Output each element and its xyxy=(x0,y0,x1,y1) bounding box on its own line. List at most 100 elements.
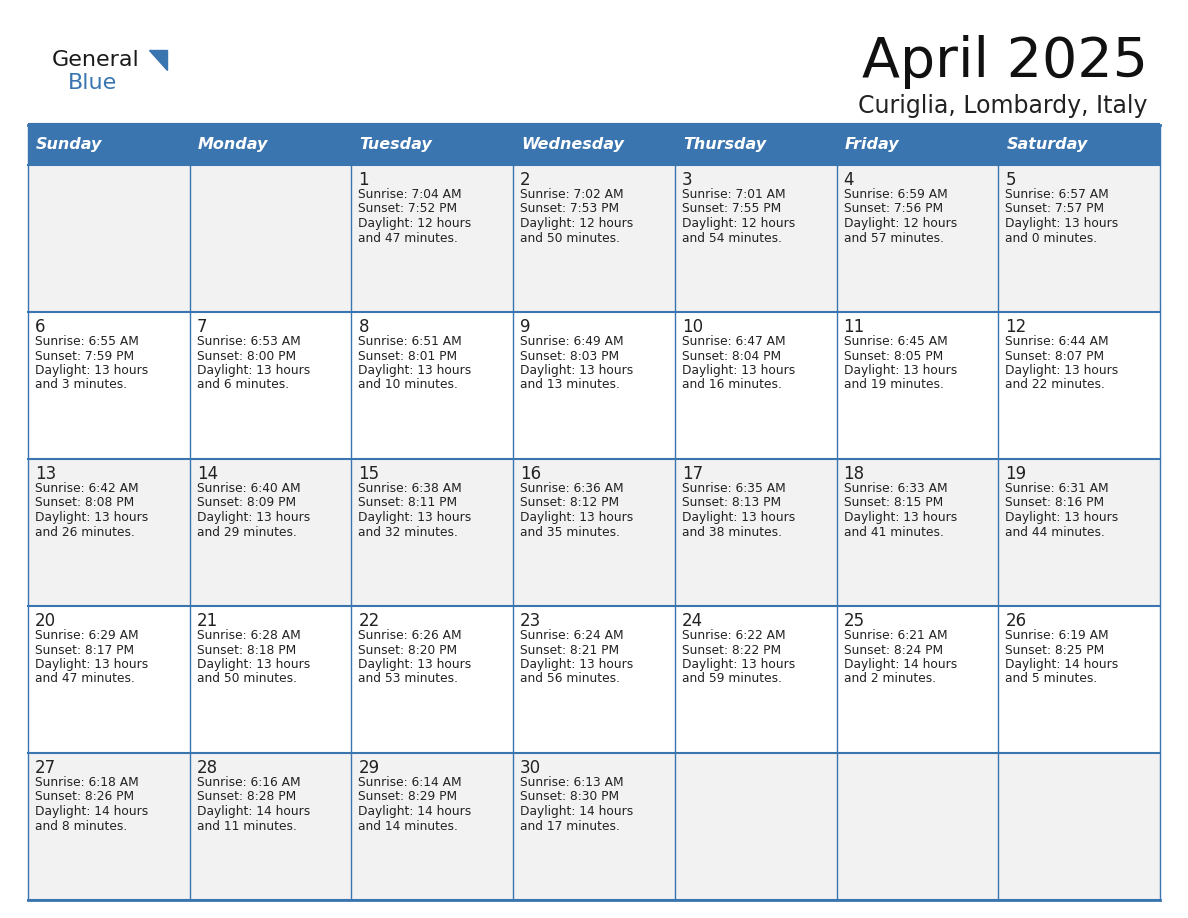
Text: 18: 18 xyxy=(843,465,865,483)
Text: Sunset: 8:18 PM: Sunset: 8:18 PM xyxy=(197,644,296,656)
Text: Daylight: 12 hours: Daylight: 12 hours xyxy=(359,217,472,230)
Text: Thursday: Thursday xyxy=(683,138,766,152)
Text: and 50 minutes.: and 50 minutes. xyxy=(197,673,297,686)
Text: Daylight: 13 hours: Daylight: 13 hours xyxy=(34,364,148,377)
Text: Sunrise: 6:21 AM: Sunrise: 6:21 AM xyxy=(843,629,947,642)
Text: Sunset: 8:20 PM: Sunset: 8:20 PM xyxy=(359,644,457,656)
Text: April 2025: April 2025 xyxy=(862,35,1148,89)
Text: Daylight: 14 hours: Daylight: 14 hours xyxy=(1005,658,1119,671)
Text: Daylight: 13 hours: Daylight: 13 hours xyxy=(1005,511,1119,524)
Text: Daylight: 13 hours: Daylight: 13 hours xyxy=(682,511,795,524)
Bar xyxy=(29,606,1159,753)
Text: Tuesday: Tuesday xyxy=(360,138,432,152)
Text: 14: 14 xyxy=(197,465,217,483)
Text: 19: 19 xyxy=(1005,465,1026,483)
Text: Sunrise: 6:49 AM: Sunrise: 6:49 AM xyxy=(520,335,624,348)
Text: Sunrise: 6:26 AM: Sunrise: 6:26 AM xyxy=(359,629,462,642)
Text: Sunrise: 6:45 AM: Sunrise: 6:45 AM xyxy=(843,335,947,348)
Text: and 57 minutes.: and 57 minutes. xyxy=(843,231,943,244)
Text: Sunset: 7:55 PM: Sunset: 7:55 PM xyxy=(682,203,781,216)
Text: and 0 minutes.: and 0 minutes. xyxy=(1005,231,1098,244)
Text: 15: 15 xyxy=(359,465,379,483)
Text: Daylight: 13 hours: Daylight: 13 hours xyxy=(197,658,310,671)
Text: Sunset: 8:21 PM: Sunset: 8:21 PM xyxy=(520,644,619,656)
Text: Daylight: 14 hours: Daylight: 14 hours xyxy=(843,658,956,671)
Text: and 6 minutes.: and 6 minutes. xyxy=(197,378,289,391)
Text: Daylight: 12 hours: Daylight: 12 hours xyxy=(520,217,633,230)
Text: and 14 minutes.: and 14 minutes. xyxy=(359,820,459,833)
Text: Sunrise: 7:02 AM: Sunrise: 7:02 AM xyxy=(520,188,624,201)
Text: and 3 minutes.: and 3 minutes. xyxy=(34,378,127,391)
Text: Curiglia, Lombardy, Italy: Curiglia, Lombardy, Italy xyxy=(859,94,1148,118)
Text: Sunset: 8:16 PM: Sunset: 8:16 PM xyxy=(1005,497,1105,509)
Text: Sunset: 8:26 PM: Sunset: 8:26 PM xyxy=(34,790,134,803)
Text: Sunset: 8:12 PM: Sunset: 8:12 PM xyxy=(520,497,619,509)
Text: Daylight: 14 hours: Daylight: 14 hours xyxy=(359,805,472,818)
Text: General: General xyxy=(52,50,140,70)
Text: Sunrise: 6:18 AM: Sunrise: 6:18 AM xyxy=(34,776,139,789)
Text: Sunset: 8:13 PM: Sunset: 8:13 PM xyxy=(682,497,781,509)
Text: Sunset: 7:57 PM: Sunset: 7:57 PM xyxy=(1005,203,1105,216)
Text: and 11 minutes.: and 11 minutes. xyxy=(197,820,297,833)
Text: Sunset: 7:52 PM: Sunset: 7:52 PM xyxy=(359,203,457,216)
Text: 8: 8 xyxy=(359,318,369,336)
Text: 11: 11 xyxy=(843,318,865,336)
Text: Daylight: 13 hours: Daylight: 13 hours xyxy=(843,511,956,524)
Text: Sunset: 8:04 PM: Sunset: 8:04 PM xyxy=(682,350,781,363)
Text: 5: 5 xyxy=(1005,171,1016,189)
Text: Sunset: 8:08 PM: Sunset: 8:08 PM xyxy=(34,497,134,509)
Text: Daylight: 13 hours: Daylight: 13 hours xyxy=(34,658,148,671)
Text: 7: 7 xyxy=(197,318,207,336)
Text: and 41 minutes.: and 41 minutes. xyxy=(843,525,943,539)
Text: Sunrise: 6:29 AM: Sunrise: 6:29 AM xyxy=(34,629,139,642)
Text: and 29 minutes.: and 29 minutes. xyxy=(197,525,297,539)
Text: and 54 minutes.: and 54 minutes. xyxy=(682,231,782,244)
Text: Daylight: 13 hours: Daylight: 13 hours xyxy=(520,364,633,377)
Text: and 50 minutes.: and 50 minutes. xyxy=(520,231,620,244)
Text: and 2 minutes.: and 2 minutes. xyxy=(843,673,936,686)
Text: Sunrise: 6:51 AM: Sunrise: 6:51 AM xyxy=(359,335,462,348)
Text: Sunrise: 6:33 AM: Sunrise: 6:33 AM xyxy=(843,482,947,495)
Text: Sunrise: 6:35 AM: Sunrise: 6:35 AM xyxy=(682,482,785,495)
Text: Sunrise: 6:57 AM: Sunrise: 6:57 AM xyxy=(1005,188,1110,201)
Text: Daylight: 13 hours: Daylight: 13 hours xyxy=(682,364,795,377)
Text: 17: 17 xyxy=(682,465,703,483)
Text: Sunrise: 6:36 AM: Sunrise: 6:36 AM xyxy=(520,482,624,495)
Text: Daylight: 13 hours: Daylight: 13 hours xyxy=(197,364,310,377)
Text: 28: 28 xyxy=(197,759,217,777)
Text: 23: 23 xyxy=(520,612,542,630)
Text: Sunset: 7:56 PM: Sunset: 7:56 PM xyxy=(843,203,943,216)
Text: Sunset: 8:24 PM: Sunset: 8:24 PM xyxy=(843,644,943,656)
Text: Blue: Blue xyxy=(68,73,118,93)
Text: Sunset: 8:22 PM: Sunset: 8:22 PM xyxy=(682,644,781,656)
Text: and 38 minutes.: and 38 minutes. xyxy=(682,525,782,539)
Text: Sunset: 8:01 PM: Sunset: 8:01 PM xyxy=(359,350,457,363)
Bar xyxy=(29,165,1159,312)
Text: Daylight: 13 hours: Daylight: 13 hours xyxy=(359,364,472,377)
Text: Sunrise: 6:28 AM: Sunrise: 6:28 AM xyxy=(197,629,301,642)
Text: Sunrise: 6:31 AM: Sunrise: 6:31 AM xyxy=(1005,482,1108,495)
Text: and 16 minutes.: and 16 minutes. xyxy=(682,378,782,391)
Text: Sunday: Sunday xyxy=(36,138,102,152)
Text: Sunset: 7:53 PM: Sunset: 7:53 PM xyxy=(520,203,619,216)
Text: Daylight: 13 hours: Daylight: 13 hours xyxy=(682,658,795,671)
Text: Sunset: 8:11 PM: Sunset: 8:11 PM xyxy=(359,497,457,509)
Text: and 35 minutes.: and 35 minutes. xyxy=(520,525,620,539)
Text: and 56 minutes.: and 56 minutes. xyxy=(520,673,620,686)
Text: 20: 20 xyxy=(34,612,56,630)
Text: Sunrise: 6:55 AM: Sunrise: 6:55 AM xyxy=(34,335,139,348)
Text: Sunrise: 6:42 AM: Sunrise: 6:42 AM xyxy=(34,482,139,495)
Text: and 13 minutes.: and 13 minutes. xyxy=(520,378,620,391)
Polygon shape xyxy=(148,50,168,70)
Text: 22: 22 xyxy=(359,612,380,630)
Text: Sunrise: 6:38 AM: Sunrise: 6:38 AM xyxy=(359,482,462,495)
Text: and 47 minutes.: and 47 minutes. xyxy=(359,231,459,244)
Text: and 8 minutes.: and 8 minutes. xyxy=(34,820,127,833)
Bar xyxy=(29,753,1159,900)
Text: 21: 21 xyxy=(197,612,217,630)
Text: and 26 minutes.: and 26 minutes. xyxy=(34,525,135,539)
Bar xyxy=(29,459,1159,606)
Text: Sunset: 8:07 PM: Sunset: 8:07 PM xyxy=(1005,350,1105,363)
Text: 4: 4 xyxy=(843,171,854,189)
Text: Sunset: 8:28 PM: Sunset: 8:28 PM xyxy=(197,790,296,803)
